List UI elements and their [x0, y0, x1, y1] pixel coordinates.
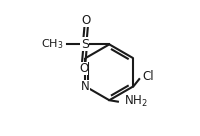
Text: O: O — [82, 13, 91, 27]
Text: O: O — [79, 62, 88, 75]
Text: N: N — [81, 80, 89, 93]
Text: CH$_3$: CH$_3$ — [41, 38, 63, 51]
Text: NH$_2$: NH$_2$ — [124, 94, 147, 109]
Text: S: S — [81, 38, 89, 51]
Text: Cl: Cl — [142, 70, 154, 83]
